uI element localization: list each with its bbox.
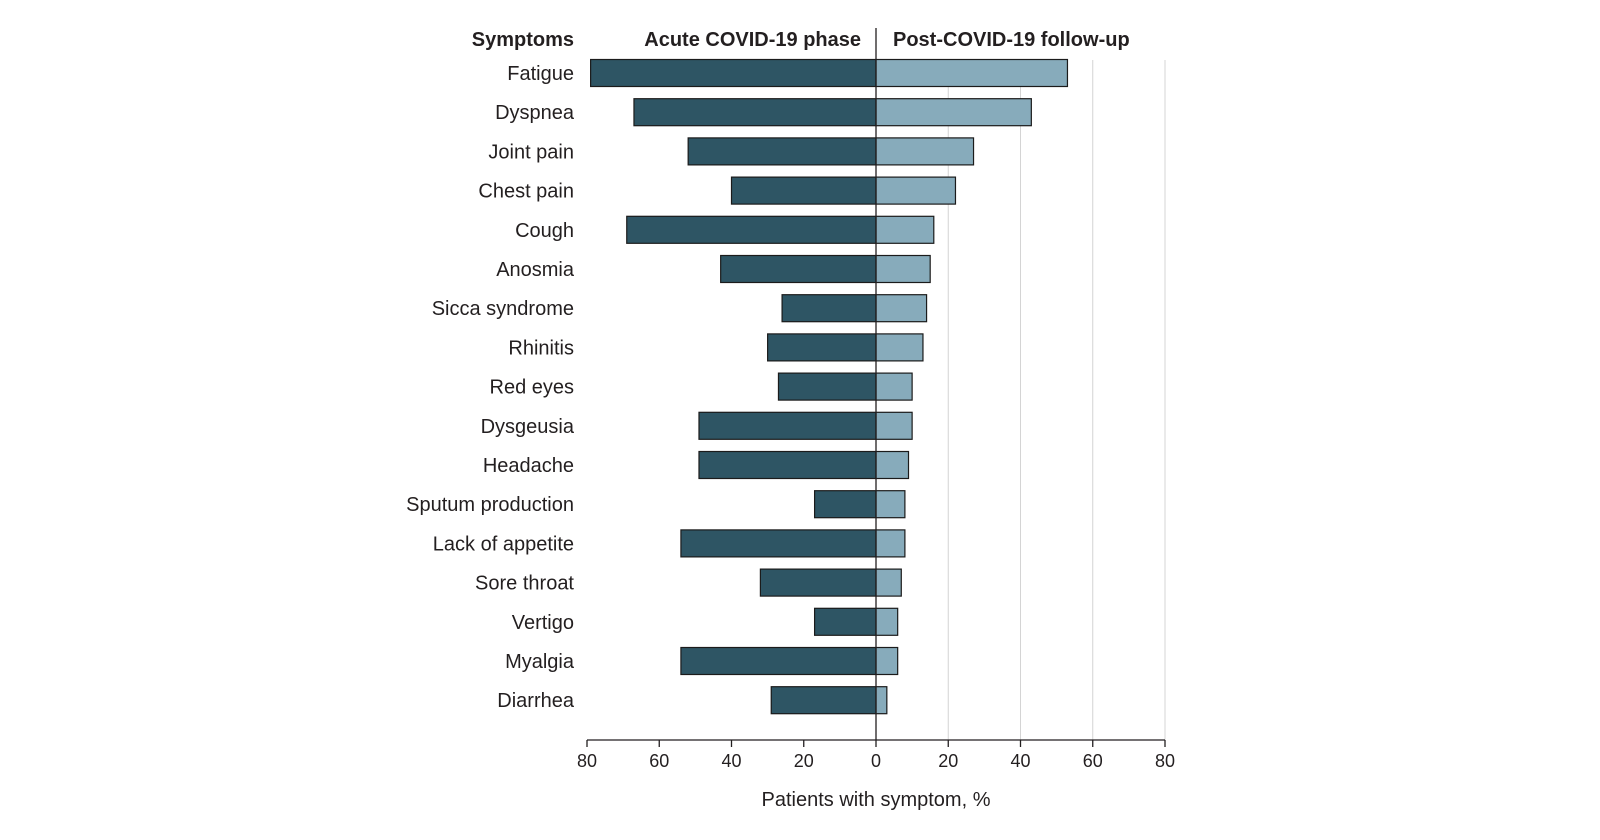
category-label: Fatigue [507,63,574,85]
bar-acute [687,137,877,166]
bar-acute [759,568,877,597]
category-label: Dyspnea [495,102,575,124]
bar-acute [680,646,877,676]
bar-acute [590,58,877,88]
gridlines [947,60,1166,740]
bar-followup [875,254,931,284]
bar-acute [633,98,877,127]
bar-acute [777,372,877,401]
category-label: Rhinitis [508,337,574,359]
bar-followup [875,686,888,715]
followup-header: Post-COVID-19 follow-up [893,29,1130,51]
category-label: Joint pain [488,141,574,163]
symptoms-header: Symptoms [472,29,574,51]
x-tick-label: 60 [649,751,669,771]
category-label: Sore throat [475,573,574,595]
bar-followup [875,450,910,480]
category-label: Dysgeusia [481,416,575,438]
bar-followup [875,215,935,244]
x-tick-label: 0 [871,751,881,771]
bar-followup [875,58,1069,88]
bar-followup [875,490,906,519]
bar-acute [730,176,877,205]
bar-followup [875,529,906,558]
category-labels: Fatigue Dyspnea Joint pain Chest pain Cough A… [406,63,575,712]
bar-acute [680,529,877,558]
bar-acute [767,333,877,362]
bar-acute [626,215,877,244]
x-tick-label: 20 [794,751,814,771]
bar-followup [875,607,899,636]
category-label: Sicca syndrome [432,298,574,320]
bar-followup [875,98,1032,127]
bar-followup [875,411,913,440]
bar-followup [875,176,957,205]
bar-acute [720,254,877,284]
category-label: Anosmia [496,259,575,281]
bar-followup [875,333,924,362]
bar-acute [698,450,877,480]
bar-followup [875,137,975,166]
category-label: Red eyes [490,377,575,399]
x-tick-label: 40 [1010,751,1030,771]
x-tick-label: 80 [577,751,597,771]
x-axis: 80 60 40 20 0 20 40 60 80 [577,739,1175,771]
bar-acute [770,686,877,715]
x-tick-label: 40 [721,751,741,771]
bar-followup [875,568,902,597]
bars [590,28,1069,740]
category-label: Cough [515,220,574,242]
x-tick-label: 80 [1155,751,1175,771]
category-label: Lack of appetite [433,533,574,555]
x-tick-label: 60 [1083,751,1103,771]
category-label: Chest pain [478,181,574,203]
category-label: Sputum production [406,494,574,516]
bar-followup [875,372,913,401]
bar-acute [813,490,877,519]
category-label: Headache [483,455,574,477]
bar-acute [781,294,877,323]
x-tick-label: 20 [938,751,958,771]
category-label: Diarrhea [497,690,575,712]
x-axis-title: Patients with symptom, % [762,789,991,811]
bar-acute [813,607,877,636]
bar-followup [875,646,899,676]
bar-acute [698,411,877,440]
category-label: Myalgia [505,651,575,673]
bar-followup [875,294,928,323]
acute-phase-header: Acute COVID-19 phase [644,29,861,51]
category-label: Vertigo [512,612,574,634]
